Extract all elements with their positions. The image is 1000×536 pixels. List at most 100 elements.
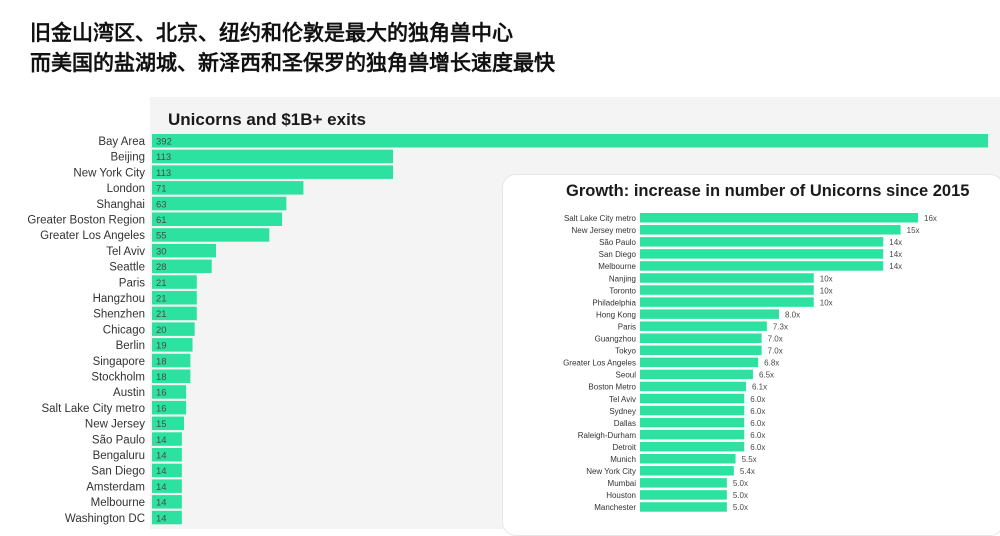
value-label: 63 <box>156 199 167 210</box>
value-label: 10x <box>820 286 833 295</box>
bar <box>152 134 988 148</box>
value-label: 113 <box>156 168 171 179</box>
bar <box>640 297 814 307</box>
bar <box>640 213 918 223</box>
value-label: 18 <box>156 372 167 383</box>
category-label: Singapore <box>93 356 145 368</box>
bar <box>640 478 727 488</box>
value-label: 14 <box>156 513 167 524</box>
value-label: 14 <box>156 466 167 477</box>
value-label: 7.0x <box>768 335 783 344</box>
category-label: London <box>107 183 145 195</box>
category-label: Nanjing <box>609 274 636 283</box>
bar <box>152 165 393 179</box>
bar <box>640 369 753 380</box>
category-label: Greater Los Angeles <box>40 230 145 242</box>
value-label: 18 <box>156 356 167 367</box>
category-label: Boston Metro <box>588 383 636 392</box>
category-label: Greater Boston Region <box>27 215 145 227</box>
category-label: Detroit <box>612 443 636 452</box>
value-label: 14x <box>889 238 902 247</box>
category-label: New Jersey metro <box>572 226 637 235</box>
category-label: Tel Aviv <box>609 395 636 404</box>
value-label: 20 <box>156 325 167 336</box>
bar <box>152 463 182 478</box>
headline: 旧金山湾区、北京、纽约和伦敦是最大的独角兽中心 而美国的盐湖城、新泽西和圣保罗的… <box>30 18 555 78</box>
value-label: 6.0x <box>750 419 765 428</box>
category-label: Manchester <box>594 503 636 512</box>
left-chart-title: Unicorns and $1B+ exits <box>168 110 366 129</box>
value-label: 8.0x <box>785 310 800 319</box>
value-label: 21 <box>156 278 167 289</box>
category-label: Seattle <box>109 262 145 274</box>
bar <box>152 510 182 525</box>
value-label: 14x <box>889 250 902 259</box>
bar <box>640 357 759 368</box>
value-label: 5.0x <box>733 479 748 488</box>
bar <box>152 479 182 493</box>
bar <box>640 225 901 235</box>
category-label: Houston <box>606 491 636 500</box>
category-label: New Jersey <box>85 419 145 431</box>
bar <box>152 495 182 509</box>
bar <box>640 466 734 476</box>
value-label: 21 <box>156 309 167 320</box>
value-label: 14x <box>889 262 902 271</box>
value-label: 14 <box>156 498 167 509</box>
value-label: 5.0x <box>733 503 748 512</box>
bar <box>152 448 182 462</box>
bar <box>640 454 736 464</box>
bar <box>640 261 884 271</box>
bar <box>152 322 195 336</box>
value-label: 5.4x <box>740 467 755 476</box>
value-label: 6.0x <box>750 407 765 416</box>
value-label: 7.3x <box>773 322 788 331</box>
right-chart-title: Growth: increase in number of Unicorns s… <box>566 182 970 200</box>
bar <box>152 400 187 415</box>
bar <box>640 417 745 428</box>
bar <box>152 306 197 321</box>
bar <box>152 416 184 431</box>
bar <box>152 338 193 352</box>
value-label: 55 <box>156 231 167 242</box>
value-label: 6.1x <box>752 383 767 392</box>
value-label: 14 <box>156 435 167 446</box>
bar <box>152 243 216 258</box>
category-label: New York City <box>73 167 145 179</box>
category-label: Guangzhou <box>595 335 636 344</box>
value-label: 7.0x <box>768 347 783 356</box>
bar <box>640 273 814 283</box>
category-label: Munich <box>610 455 636 464</box>
category-label: Melbourne <box>598 262 636 271</box>
category-label: Chicago <box>103 324 145 336</box>
category-label: Berlin <box>116 340 145 352</box>
category-label: Salt Lake City metro <box>41 403 145 415</box>
bar <box>640 333 762 343</box>
bar <box>640 441 745 452</box>
value-label: 15x <box>907 226 920 235</box>
category-label: São Paulo <box>92 434 145 446</box>
bar <box>152 259 212 274</box>
value-label: 6.5x <box>759 371 774 380</box>
value-label: 61 <box>156 215 167 226</box>
value-label: 6.0x <box>750 395 765 404</box>
category-label: San Diego <box>599 250 637 259</box>
value-label: 5.0x <box>733 491 748 500</box>
category-label: Paris <box>119 277 145 289</box>
bar <box>152 181 304 195</box>
category-label: Toronto <box>609 286 636 295</box>
category-label: Sydney <box>609 407 636 416</box>
category-label: Seoul <box>616 371 637 380</box>
bar <box>640 381 746 392</box>
bar <box>640 429 745 440</box>
value-label: 19 <box>156 341 167 352</box>
category-label: San Diego <box>91 466 145 478</box>
bar <box>640 237 884 247</box>
bar <box>152 385 187 399</box>
value-label: 113 <box>156 152 171 163</box>
category-label: New York City <box>586 467 636 476</box>
bar <box>152 353 191 368</box>
category-label: Washington DC <box>65 513 145 525</box>
category-label: Austin <box>113 387 145 399</box>
